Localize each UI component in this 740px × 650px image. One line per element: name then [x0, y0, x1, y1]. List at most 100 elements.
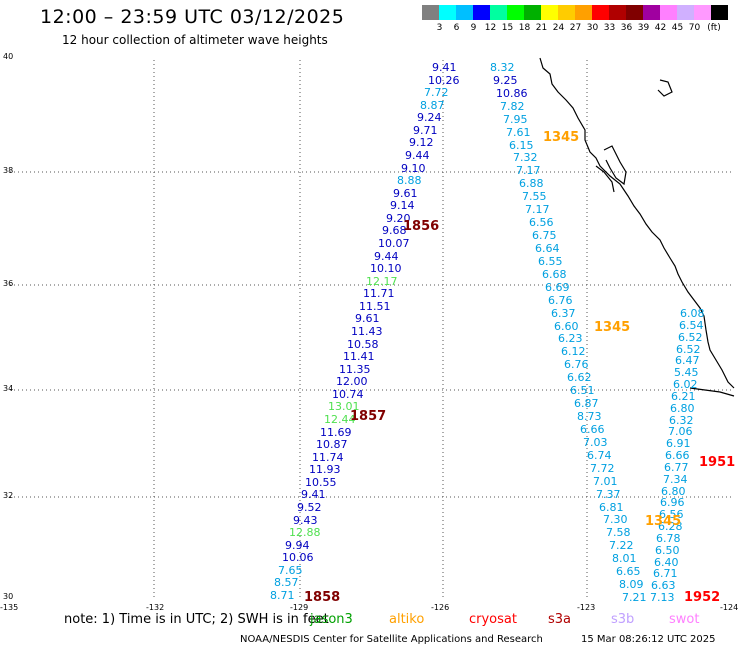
wave-height-label: 12.17: [366, 275, 398, 288]
wave-height-label: 7.65: [278, 564, 303, 577]
wave-height-label: 6.87: [574, 397, 599, 410]
scale-swatch: [439, 5, 456, 20]
page-title: 12:00 – 23:59 UTC 03/12/2025: [40, 6, 345, 28]
satellite-jason3: jason3: [310, 612, 353, 627]
wave-height-label: 11.93: [309, 463, 341, 476]
wave-height-label: 8.32: [490, 61, 515, 74]
scale-tick-label: 39: [637, 23, 650, 33]
lat-label: 36: [3, 279, 14, 288]
scale-swatch: [643, 5, 660, 20]
scale-tick-label: 70: [688, 23, 701, 33]
satellite-s3b: s3b: [611, 612, 635, 627]
wave-height-label: 10.26: [428, 74, 460, 87]
wave-height-label: 6.55: [538, 255, 563, 268]
wave-height-label: 6.75: [532, 229, 557, 242]
wave-height-label: 10.87: [316, 438, 348, 451]
wave-height-label: 6.47: [675, 354, 700, 367]
scale-tick-label: 24: [552, 23, 565, 33]
wave-height-label: 7.13: [650, 591, 675, 604]
wave-height-label: 6.60: [554, 320, 579, 333]
wave-height-label: 6.63: [651, 579, 676, 592]
lat-lon-grid: [10, 60, 734, 600]
wave-height-label: 6.62: [567, 371, 592, 384]
wave-height-label: 7.17: [525, 203, 550, 216]
scale-tick-label: 3: [436, 23, 443, 33]
scale-swatch: [490, 5, 507, 20]
wave-height-label: 6.51: [570, 384, 595, 397]
pass-time-label: 1858: [304, 590, 341, 605]
scale-swatch: [473, 5, 490, 20]
subtitle: 12 hour collection of altimeter wave hei…: [62, 33, 328, 47]
wave-height-label: 7.55: [522, 190, 547, 203]
wave-height-label: 7.06: [668, 425, 693, 438]
pass-time-label: 1952: [684, 590, 721, 605]
scale-swatch: [524, 5, 541, 20]
scale-swatch: [507, 5, 524, 20]
scale-swatch: [694, 5, 711, 20]
scale-tick-label: 12: [484, 23, 497, 33]
wave-height-label: 7.61: [506, 126, 531, 139]
wave-height-label: 6.64: [535, 242, 560, 255]
lon-label: -135: [0, 603, 19, 612]
scale-unit: (ft): [707, 23, 721, 33]
wave-height-label: 13.01: [328, 400, 360, 413]
wave-height-label: 6.80: [661, 485, 686, 498]
wave-height-label: 6.32: [669, 414, 694, 427]
wave-height-label: 6.54: [679, 319, 704, 332]
satellite-cryosat: cryosat: [469, 612, 517, 627]
lon-label: -132: [146, 603, 165, 612]
wave-height-label: 9.14: [390, 199, 415, 212]
lake-outline: [657, 79, 673, 97]
wave-height-label: 8.88: [397, 174, 422, 187]
scale-swatch: [677, 5, 694, 20]
wave-height-label: 11.69: [320, 426, 352, 439]
wave-height-label: 9.24: [417, 111, 442, 124]
wave-height-label: 11.35: [339, 363, 371, 376]
southern-coast: [689, 387, 735, 397]
wave-height-label: 11.41: [343, 350, 375, 363]
wave-height-label: 10.74: [332, 388, 364, 401]
wave-height-label: 7.03: [583, 436, 608, 449]
wave-height-label: 7.17: [516, 164, 541, 177]
pass-time-label: 1856: [403, 219, 440, 234]
wave-height-label: 9.94: [285, 539, 310, 552]
scale-tick-label: 30: [586, 23, 599, 33]
wave-height-label: 10.55: [305, 476, 337, 489]
wave-height-label: 11.74: [312, 451, 344, 464]
wave-height-label: 6.71: [653, 567, 678, 580]
wave-height-label: 8.09: [619, 578, 644, 591]
wave-height-label: 11.43: [351, 325, 383, 338]
wave-height-label: 9.12: [409, 136, 434, 149]
wave-height-label: 12.44: [324, 413, 356, 426]
wave-height-label: 6.21: [671, 390, 696, 403]
wave-height-label: 7.72: [424, 86, 449, 99]
wave-height-label: 8.01: [612, 552, 637, 565]
wave-height-label: 11.71: [363, 287, 395, 300]
wave-height-label: 5.45: [674, 366, 699, 379]
scale-swatch: [609, 5, 626, 20]
wave-height-label: 9.41: [432, 61, 457, 74]
wave-height-label: 7.01: [593, 475, 618, 488]
credit-line: NOAA/NESDIS Center for Satellite Applica…: [240, 634, 543, 645]
wave-height-label: 6.37: [551, 307, 576, 320]
footnote: note: 1) Time is in UTC; 2) SWH is in fe…: [64, 612, 329, 627]
wave-height-label: 7.21: [622, 591, 647, 604]
wave-height-label: 6.76: [548, 294, 573, 307]
wave-height-label: 6.77: [664, 461, 689, 474]
pass-time-label: 1345: [645, 514, 682, 529]
scale-swatch: [592, 5, 609, 20]
wave-height-label: 9.61: [393, 187, 418, 200]
scale-tick-label: 42: [654, 23, 667, 33]
wave-height-label: 6.69: [545, 281, 570, 294]
wave-height-label: 6.56: [659, 508, 684, 521]
wave-height-label: 11.51: [359, 300, 391, 313]
wave-height-label: 6.74: [587, 449, 612, 462]
wave-height-label: 10.07: [378, 237, 410, 250]
scale-tick-label: 6: [453, 23, 460, 33]
wave-height-label: 8.87: [420, 99, 445, 112]
wave-height-label: 9.71: [413, 124, 438, 137]
scale-tick-label: 21: [535, 23, 548, 33]
wave-height-label: 7.95: [503, 113, 528, 126]
wave-height-label: 6.50: [655, 544, 680, 557]
wave-height-label: 7.34: [663, 473, 688, 486]
